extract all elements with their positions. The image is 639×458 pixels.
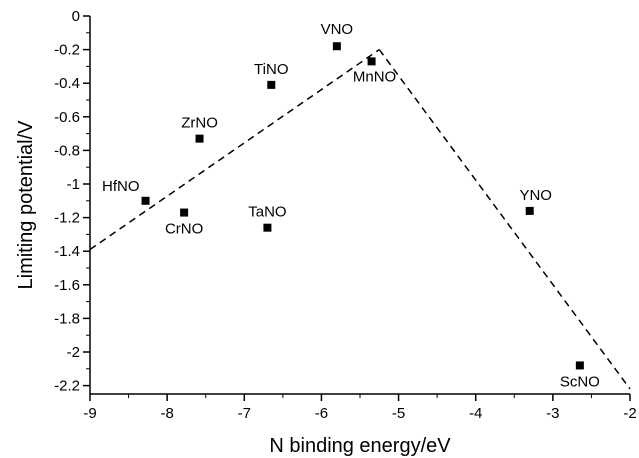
y-tick-label: -2 — [67, 344, 80, 361]
x-tick-label: -9 — [83, 405, 96, 422]
point-label: VNO — [321, 21, 354, 38]
trend-lines — [89, 48, 631, 390]
data-points — [141, 42, 584, 370]
data-point — [575, 361, 584, 370]
y-axis-title: Limiting potential/V — [15, 120, 37, 290]
ticks: -9 -8 -7 -6 -5 -4 -3 -2 0 -0.2 -0.4 -0.6 -0.8 -1 -1.2 -… — [54, 8, 637, 422]
data-point — [180, 208, 189, 217]
point-label: TiNO — [254, 61, 288, 78]
x-axis-title: N binding energy/eV — [269, 435, 451, 457]
y-tick-label: -1 — [67, 176, 80, 193]
data-point — [141, 196, 150, 205]
dashed-trend-line — [378, 49, 631, 390]
x-tick-label: -4 — [469, 405, 482, 422]
y-tick-label: 0 — [72, 8, 80, 25]
y-tick-label: -1.6 — [54, 277, 80, 294]
y-tick-label: -0.6 — [54, 109, 80, 126]
point-label: HfNO — [102, 178, 140, 195]
point-labels: VNO MnNO TiNO ZrNO HfNO CrNO TaNO YNO ScNO — [102, 21, 600, 390]
data-point — [263, 223, 272, 232]
y-tick-label: -2.2 — [54, 378, 80, 395]
y-tick-label: -0.8 — [54, 142, 80, 159]
x-tick-label: -2 — [623, 405, 636, 422]
x-tick-label: -3 — [546, 405, 559, 422]
y-tick-label: -1.4 — [54, 243, 80, 260]
data-point — [267, 80, 276, 89]
point-label: ZrNO — [181, 115, 218, 132]
data-point — [367, 57, 376, 66]
dashed-trend-line — [89, 48, 380, 251]
x-tick-label: -7 — [238, 405, 251, 422]
point-label: ScNO — [560, 373, 600, 390]
data-point — [525, 206, 534, 215]
y-tick-label: -0.4 — [54, 75, 80, 92]
y-tick-label: -1.8 — [54, 310, 80, 327]
data-point — [195, 134, 204, 143]
point-label: CrNO — [165, 221, 203, 238]
x-tick-label: -8 — [160, 405, 173, 422]
y-tick-label: -1.2 — [54, 210, 80, 227]
data-point — [332, 42, 341, 51]
x-tick-label: -6 — [315, 405, 328, 422]
x-tick-label: -5 — [392, 405, 405, 422]
point-label: MnNO — [353, 68, 396, 85]
y-tick-label: -0.2 — [54, 42, 80, 59]
point-label: YNO — [519, 187, 552, 204]
point-label: TaNO — [248, 204, 286, 221]
